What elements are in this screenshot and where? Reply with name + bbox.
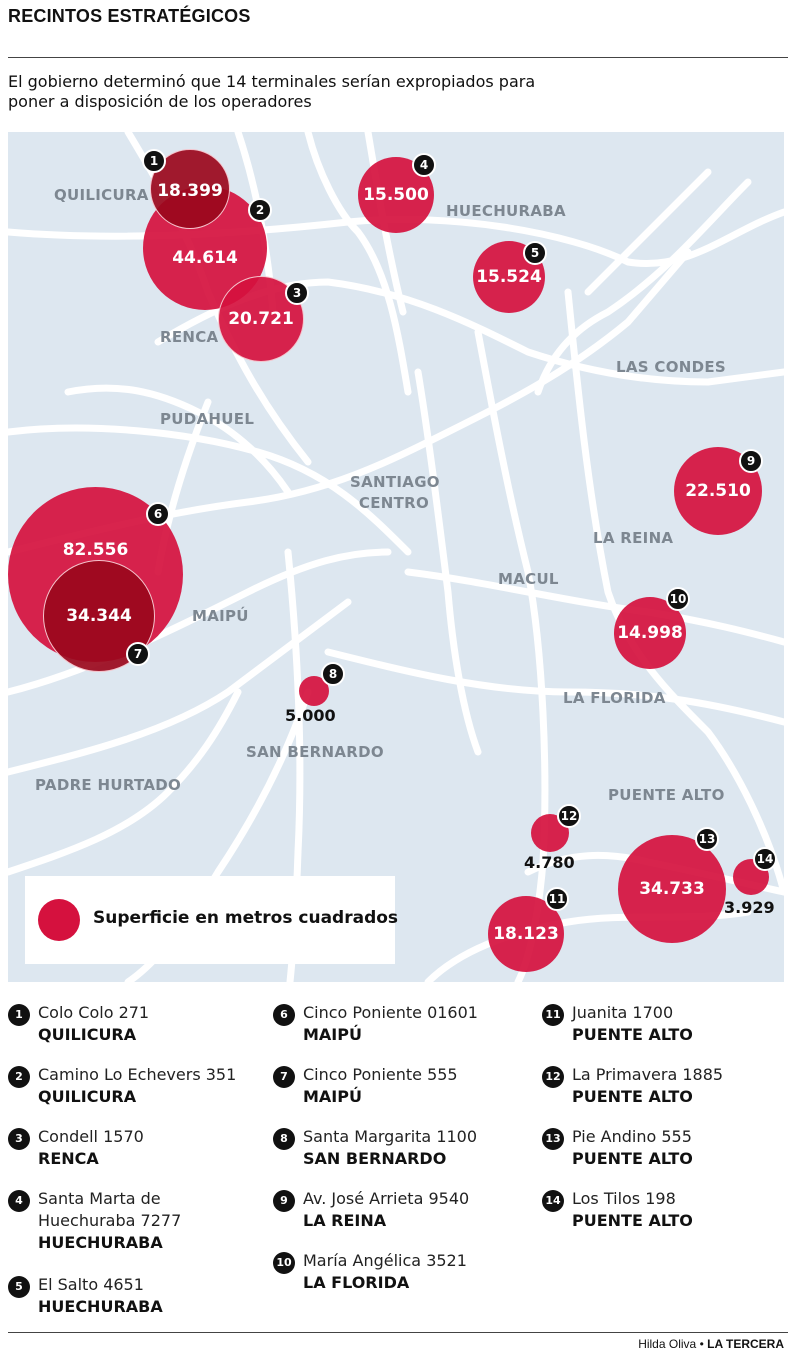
- district-label-quilicura: QUILICURA: [54, 186, 149, 204]
- credit-line: Hilda Oliva • LA TERCERA: [638, 1337, 784, 1351]
- list-item-address: Cinco Poniente 01601: [303, 1003, 478, 1022]
- list-item-address: El Salto 4651: [38, 1275, 144, 1294]
- list-item-commune: PUENTE ALTO: [572, 1087, 693, 1106]
- district-label-la-florida: LA FLORIDA: [563, 689, 666, 707]
- district-label-huechuraba: HUECHURABA: [446, 202, 566, 220]
- site-marker-7: 7: [126, 642, 150, 666]
- district-label-la-reina: LA REINA: [593, 529, 674, 547]
- site-list: 1 Colo Colo 271 QUILICURA 2 Camino Lo Ec…: [0, 1000, 800, 1330]
- map-legend: Superficie en metros cuadrados: [25, 876, 399, 964]
- list-item-commune: HUECHURABA: [38, 1297, 163, 1316]
- district-label-santiago: SANTIAGO: [350, 473, 440, 491]
- list-item-number: 6: [273, 1004, 295, 1026]
- list-item-commune: QUILICURA: [38, 1087, 137, 1106]
- subtitle: El gobierno determinó que 14 terminales …: [8, 72, 536, 111]
- title-divider: [8, 57, 788, 58]
- site-value-14: 3.929: [724, 898, 775, 917]
- list-item-commune: MAIPÚ: [303, 1025, 362, 1044]
- list-item-address: Juanita 1700: [572, 1003, 674, 1022]
- list-item-address: Colo Colo 271: [38, 1003, 150, 1022]
- list-item-commune: MAIPÚ: [303, 1087, 362, 1106]
- site-bubble-10: 14.998: [614, 597, 686, 669]
- footer-divider: [8, 1332, 788, 1333]
- list-item-number: 1: [8, 1004, 30, 1026]
- list-item-commune: LA REINA: [303, 1211, 387, 1230]
- list-item-address: María Angélica 3521: [303, 1251, 467, 1270]
- list-item-commune: RENCA: [38, 1149, 99, 1168]
- site-marker-3: 3: [285, 281, 309, 305]
- site-marker-10: 10: [666, 587, 690, 611]
- list-item-commune: SAN BERNARDO: [303, 1149, 447, 1168]
- list-item-number: 5: [8, 1276, 30, 1298]
- credit-author: Hilda Oliva: [638, 1337, 697, 1351]
- list-item-number: 12: [542, 1066, 564, 1088]
- site-marker-14: 14: [753, 847, 777, 871]
- list-item-address: Cinco Poniente 555: [303, 1065, 458, 1084]
- credit-separator: •: [699, 1337, 704, 1351]
- site-marker-12: 12: [557, 804, 581, 828]
- list-item-commune: LA FLORIDA: [303, 1273, 410, 1292]
- list-item-commune: PUENTE ALTO: [572, 1211, 693, 1230]
- list-item-number: 3: [8, 1128, 30, 1150]
- district-label-santiago-centro: SANTIAGO CENTRO: [350, 472, 440, 514]
- legend-label: Superficie en metros cuadrados: [93, 908, 399, 928]
- district-label-puente-alto: PUENTE ALTO: [608, 786, 725, 804]
- list-item-commune: QUILICURA: [38, 1025, 137, 1044]
- list-item-address: La Primavera 1885: [572, 1065, 724, 1084]
- list-item-number: 8: [273, 1128, 295, 1150]
- district-label-san-bernardo: SAN BERNARDO: [246, 743, 384, 761]
- legend-swatch: [38, 899, 80, 941]
- district-label-maipu: MAIPÚ: [192, 607, 249, 625]
- list-item-number: 9: [273, 1190, 295, 1212]
- list-item-commune: PUENTE ALTO: [572, 1149, 693, 1168]
- list-item-number: 4: [8, 1190, 30, 1212]
- credit-brand: LA TERCERA: [707, 1337, 784, 1351]
- list-item-address: Av. José Arrieta 9540: [303, 1189, 470, 1208]
- list-item-commune: PUENTE ALTO: [572, 1025, 693, 1044]
- site-marker-5: 5: [523, 241, 547, 265]
- list-item-number: 7: [273, 1066, 295, 1088]
- list-item-commune: HUECHURABA: [38, 1233, 163, 1252]
- list-item-address: Condell 1570: [38, 1127, 144, 1146]
- site-value-12: 4.780: [524, 853, 575, 872]
- site-marker-6: 6: [146, 502, 170, 526]
- site-marker-9: 9: [739, 449, 763, 473]
- site-value-8: 5.000: [285, 706, 336, 725]
- list-item-number: 13: [542, 1128, 564, 1150]
- list-item-address: Santa Margarita 1100: [303, 1127, 478, 1146]
- site-bubble-13: 34.733: [618, 835, 726, 943]
- site-marker-13: 13: [695, 827, 719, 851]
- list-item-address: Camino Lo Echevers 351: [38, 1065, 237, 1084]
- santiago-map: QUILICURA HUECHURABA RENCA LAS CONDES PU…: [8, 132, 784, 982]
- list-item-number: 14: [542, 1190, 564, 1212]
- page-title: RECINTOS ESTRATÉGICOS: [8, 6, 251, 26]
- list-item-number: 10: [273, 1252, 295, 1274]
- list-item-number: 11: [542, 1004, 564, 1026]
- district-label-renca: RENCA: [160, 328, 219, 346]
- district-label-centro: CENTRO: [358, 494, 430, 512]
- district-label-padre-hurtado: PADRE HURTADO: [35, 776, 182, 794]
- site-marker-8: 8: [321, 662, 345, 686]
- list-item-address: Los Tilos 198: [572, 1189, 676, 1208]
- district-label-las-condes: LAS CONDES: [616, 358, 727, 376]
- site-marker-1: 1: [142, 149, 166, 173]
- list-item-address: Pie Andino 555: [572, 1127, 692, 1146]
- site-marker-11: 11: [545, 887, 569, 911]
- list-item-number: 2: [8, 1066, 30, 1088]
- list-item-address: Santa Marta de Huechuraba 7277: [38, 1189, 182, 1230]
- site-marker-4: 4: [412, 153, 436, 177]
- district-label-macul: MACUL: [498, 570, 559, 588]
- district-label-pudahuel: PUDAHUEL: [160, 410, 255, 428]
- site-marker-2: 2: [248, 198, 272, 222]
